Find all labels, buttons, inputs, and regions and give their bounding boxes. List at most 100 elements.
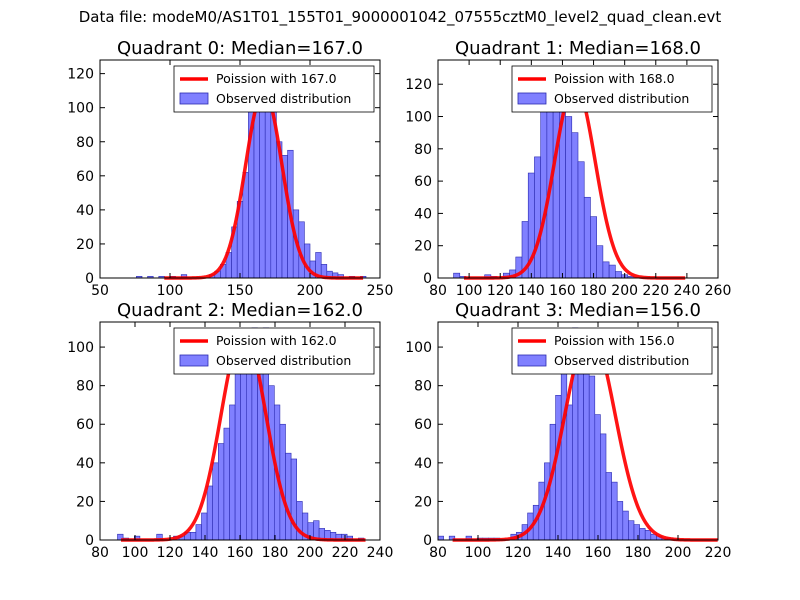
subplot-quadrant-3: 80 100 120 140 160 180 200 220 0 20 40 60 80 100 Quadr… (405, 300, 731, 561)
histogram-bar (608, 264, 616, 279)
x-tick-label: 180 (580, 283, 607, 299)
x-tick-label: 160 (585, 545, 612, 561)
x-tick-label: 100 (465, 545, 492, 561)
y-tick-label: 100 (405, 340, 432, 356)
y-tick-label: 80 (414, 379, 432, 395)
subplot-title: Quadrant 2: Median=162.0 (117, 300, 363, 321)
histogram-bar (264, 97, 272, 279)
x-tick-label: 240 (367, 545, 394, 561)
legend-bar-label: Observed distribution (554, 91, 689, 106)
histogram-bar (571, 132, 579, 279)
histogram-bar (616, 501, 624, 541)
histogram-bar (633, 524, 640, 541)
y-tick-label: 20 (414, 494, 432, 510)
legend-bar-label: Observed distribution (216, 353, 351, 368)
histogram-bar (600, 433, 607, 541)
histogram-bar (594, 414, 601, 541)
histogram-bar (622, 510, 629, 541)
histogram-bar (583, 196, 591, 279)
x-tick-label: 140 (192, 545, 219, 561)
y-tick-label: 20 (414, 239, 432, 255)
x-tick-label: 250 (367, 283, 394, 299)
y-tick-label: 80 (76, 379, 94, 395)
legend-bar-swatch (179, 354, 209, 367)
histogram-bar (644, 530, 652, 541)
histogram-bar (639, 528, 646, 541)
histogram-bar (615, 271, 622, 279)
y-tick-label: 100 (405, 110, 432, 126)
legend-bar-label: Observed distribution (554, 353, 689, 368)
histogram-bar (242, 172, 249, 279)
y-tick-label: 120 (67, 67, 94, 83)
x-tick-label: 260 (705, 283, 732, 299)
histogram-bar (560, 346, 568, 541)
histogram-bar (190, 531, 197, 541)
histogram-bar (611, 481, 618, 541)
x-tick-label: 200 (611, 283, 638, 299)
y-tick-label: 60 (414, 174, 432, 190)
x-tick-label: 240 (674, 283, 701, 299)
histogram-bar (229, 404, 236, 541)
y-tick-label: 60 (76, 417, 94, 433)
x-tick-label: 200 (297, 283, 324, 299)
histogram-bar (596, 245, 604, 279)
x-tick-label: 200 (665, 545, 692, 561)
subplot-title: Quadrant 0: Median=167.0 (117, 38, 363, 59)
histogram-bar (590, 216, 597, 279)
x-tick-label: 140 (518, 283, 545, 299)
y-tick-label: 120 (405, 77, 432, 93)
histogram-bar (605, 472, 612, 541)
histogram-bar (628, 520, 635, 541)
x-tick-label: 220 (642, 283, 669, 299)
y-tick-label: 0 (423, 271, 432, 287)
x-tick-label: 100 (456, 283, 483, 299)
histogram-bar (223, 427, 230, 541)
y-tick-label: 20 (76, 494, 94, 510)
y-tick-label: 0 (423, 533, 432, 549)
histogram-bar (212, 462, 219, 541)
histogram-bar (246, 346, 253, 541)
x-tick-label: 220 (705, 545, 732, 561)
subplot-quadrant-1: 80 100 120 140 160 180 200 220 240 26002040608010… (405, 38, 731, 299)
histogram-bar (201, 512, 208, 541)
subplot-title: Quadrant 1: Median=168.0 (455, 38, 701, 59)
x-tick-label: 120 (505, 545, 532, 561)
histogram-bar (566, 404, 573, 541)
x-tick-label: 120 (487, 283, 514, 299)
x-tick-label: 80 (91, 545, 109, 561)
x-tick-label: 120 (157, 545, 184, 561)
x-tick-label: 80 (429, 283, 447, 299)
subplot-quadrant-2: 80 100 120 140 160 180 200 220 240 0 20 40 60 80 100 Qu… (67, 300, 393, 561)
histogram-bar (453, 272, 461, 279)
axes-frame (437, 59, 719, 279)
y-tick-label: 100 (67, 340, 94, 356)
y-tick-label: 60 (76, 169, 94, 185)
x-tick-label: 50 (91, 283, 109, 299)
histogram-bar (588, 375, 596, 541)
y-tick-label: 80 (76, 135, 94, 151)
histogram-bar (218, 443, 225, 541)
y-tick-label: 20 (76, 237, 94, 253)
y-tick-label: 60 (414, 417, 432, 433)
subplot-quadrant-0: 50 100 150 200 250 0 20 40 60 80 100 120 Quadrant 0:… (67, 38, 393, 299)
legend-line-label: Poission with 167.0 (216, 71, 337, 86)
histogram-bar (285, 452, 292, 541)
histogram-bar (555, 395, 562, 541)
legend-bar-swatch (517, 354, 547, 367)
legend-line-label: Poission with 168.0 (554, 71, 675, 86)
histogram-bar (565, 116, 573, 279)
x-tick-label: 100 (122, 545, 149, 561)
histogram-bar (577, 366, 584, 541)
legend-bar-swatch (179, 92, 209, 105)
histogram-bar (602, 261, 610, 279)
y-tick-label: 0 (85, 533, 94, 549)
x-tick-label: 200 (297, 545, 324, 561)
y-tick-label: 100 (67, 101, 94, 117)
y-tick-label: 40 (76, 203, 94, 219)
y-tick-label: 80 (414, 142, 432, 158)
legend-bar-swatch (517, 92, 547, 105)
legend-bar-label: Observed distribution (216, 91, 351, 106)
y-tick-label: 40 (414, 456, 432, 472)
